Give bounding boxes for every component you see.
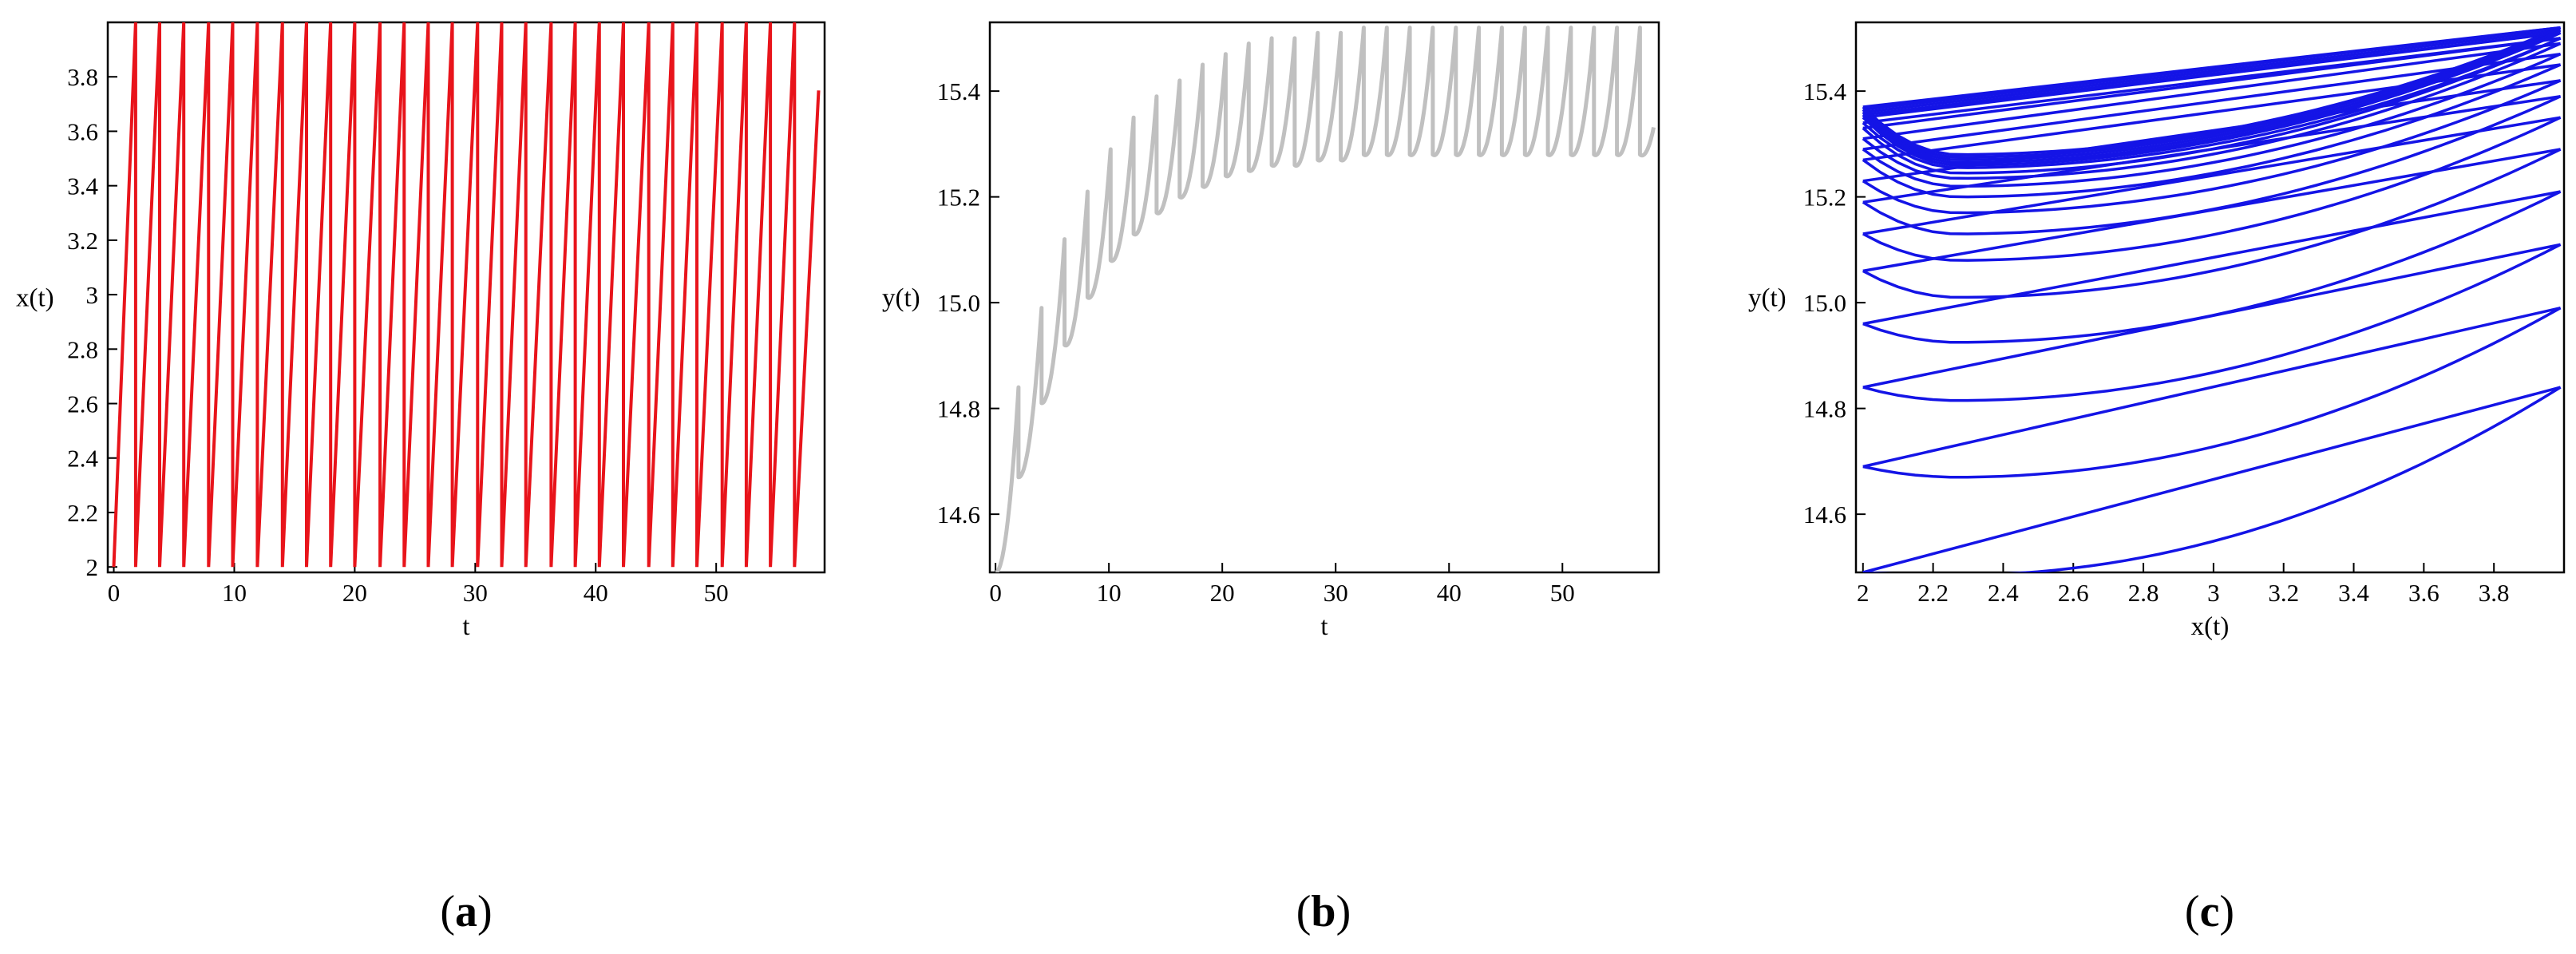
panel-label: (b): [1296, 887, 1351, 936]
trajectory-curve: [1862, 53, 2562, 188]
trajectory-curve: [1862, 63, 2562, 199]
y-tick-label: 3: [86, 281, 99, 309]
y-tick-label: 2.8: [67, 335, 98, 363]
x-tick-label: 2.2: [1917, 579, 1949, 607]
trajectory-curve: [1862, 386, 2562, 572]
trajectory-curve: [1862, 42, 2562, 180]
trajectory-curve: [1862, 31, 2562, 164]
x-tick-label: 20: [342, 579, 367, 607]
y-tick-label: 15.4: [1803, 77, 1847, 105]
trajectory-curve: [1862, 148, 2562, 299]
panel-label-open: (: [1296, 887, 1312, 936]
trajectory-curve: [1862, 116, 2562, 262]
y-axis-label: x(t): [16, 284, 54, 313]
x-tick-label: 10: [1097, 579, 1122, 607]
x-tick-label: 50: [1550, 579, 1575, 607]
x-tick-label: 3: [2207, 579, 2220, 607]
series-line-y-of-t: [994, 26, 1656, 572]
plot-frame: [106, 21, 826, 574]
y-tick-label: 14.8: [937, 395, 980, 423]
y-tick-label: 15.0: [937, 289, 980, 317]
x-tick-label: 40: [584, 579, 608, 607]
x-tick-label: 40: [1437, 579, 1462, 607]
panel-c: 2 2.2 2.4 2.6 2.8 3 3.2 3.4 3.6 3.8 14.6 14.8 15.0 15…: [1748, 21, 2566, 936]
y-tick-label: 2.2: [67, 499, 98, 527]
trajectory-curve: [1862, 37, 2562, 169]
y-tick-label: 3.4: [67, 172, 98, 200]
trajectory-straight-segment: [1862, 63, 2561, 162]
y-tick-label: 3.8: [67, 63, 98, 91]
trajectory-curve: [1862, 95, 2562, 236]
trajectory-straight-segment: [1862, 26, 2561, 109]
panel-label: (c): [2185, 887, 2234, 936]
plot-area: [994, 26, 1656, 572]
x-tick-label: 3.4: [2338, 579, 2369, 607]
plot-area: [112, 22, 821, 568]
x-tick-label: 2.4: [1988, 579, 2019, 607]
trajectory-straight-segment: [1862, 37, 2561, 125]
plot-frame: [1854, 21, 2566, 574]
trajectory-straight-segment: [1862, 190, 2561, 326]
y-tick-label: 2.6: [67, 390, 98, 418]
panel-label-letter: b: [1311, 887, 1335, 936]
y-tick-label: 15.4: [937, 77, 981, 105]
y-tick-label: 2.4: [67, 445, 98, 473]
x-axis-label: t: [462, 612, 469, 641]
y-tick-label: 15.2: [937, 184, 980, 212]
panel-a: 0 10 20 30 40 50 2 2.2 2.4 2.6 2.8 3 3.2 3.4 3.6 3.8 t x(…: [16, 21, 826, 936]
x-tick-label: 2.8: [2128, 579, 2159, 607]
x-tick-label: 20: [1210, 579, 1235, 607]
trajectory-curve: [1862, 37, 2562, 175]
x-tick-label: 30: [463, 579, 488, 607]
trajectory-curve: [1862, 190, 2562, 344]
x-tick-label: 0: [108, 579, 121, 607]
x-axis-label: t: [1320, 612, 1328, 641]
x-tick-label: 50: [704, 579, 729, 607]
x-axis-label: x(t): [2191, 612, 2230, 641]
trajectory-straight-segment: [1862, 386, 2562, 572]
trajectory-straight-segment: [1862, 29, 2561, 114]
y-tick-label: 14.6: [937, 501, 980, 528]
y-tick-label: 3.2: [67, 227, 98, 255]
plot-area: [1862, 26, 2562, 572]
trajectory-curve: [1862, 243, 2562, 402]
panel-b: 0 10 20 30 40 50 14.6 14.8 15.0 15.2 15.4 t y(t) (b): [882, 21, 1660, 936]
y-axis-label: y(t): [1748, 284, 1787, 313]
x-tick-label: 2.6: [2058, 579, 2089, 607]
panel-label-close: ): [1336, 887, 1351, 936]
trajectory-curve: [1862, 307, 2562, 479]
panel-label: (a): [440, 887, 492, 936]
series-line-x-of-t: [112, 22, 821, 568]
plot-frame: [988, 21, 1660, 574]
panel-label-letter: a: [455, 887, 477, 936]
x-tick-label: 3.6: [2408, 579, 2439, 607]
panel-label-letter: c: [2200, 887, 2220, 936]
x-tick-label: 10: [222, 579, 247, 607]
x-tick-label: 3.2: [2268, 579, 2299, 607]
panel-label-close: ): [477, 887, 493, 936]
y-axis-label: y(t): [882, 284, 920, 313]
trajectory-curve: [1862, 79, 2562, 215]
x-tick-label: 3.8: [2479, 579, 2510, 607]
x-tick-label: 30: [1324, 579, 1348, 607]
y-tick-label: 14.6: [1803, 501, 1846, 528]
trajectory-straight-segment: [1862, 42, 2561, 141]
panel-label-open: (: [2185, 887, 2200, 936]
trajectory-straight-segment: [1862, 31, 2561, 117]
trajectory-straight-segment: [1862, 116, 2561, 236]
y-tick-label: 15.0: [1803, 289, 1846, 317]
panel-label-open: (: [440, 887, 455, 936]
y-tick-label: 3.6: [67, 117, 98, 145]
x-tick-label: 0: [989, 579, 1002, 607]
trajectory-curve: [1862, 26, 2562, 156]
panel-label-close: ): [2219, 887, 2234, 936]
trajectory-straight-segment: [1862, 52, 2561, 151]
y-tick-label: 14.8: [1803, 395, 1846, 423]
trajectory-straight-segment: [1862, 306, 2561, 469]
x-tick-label: 2: [1857, 579, 1870, 607]
y-tick-label: 2: [86, 553, 99, 581]
trajectory-curve: [1862, 29, 2562, 161]
y-tick-label: 15.2: [1803, 184, 1846, 212]
